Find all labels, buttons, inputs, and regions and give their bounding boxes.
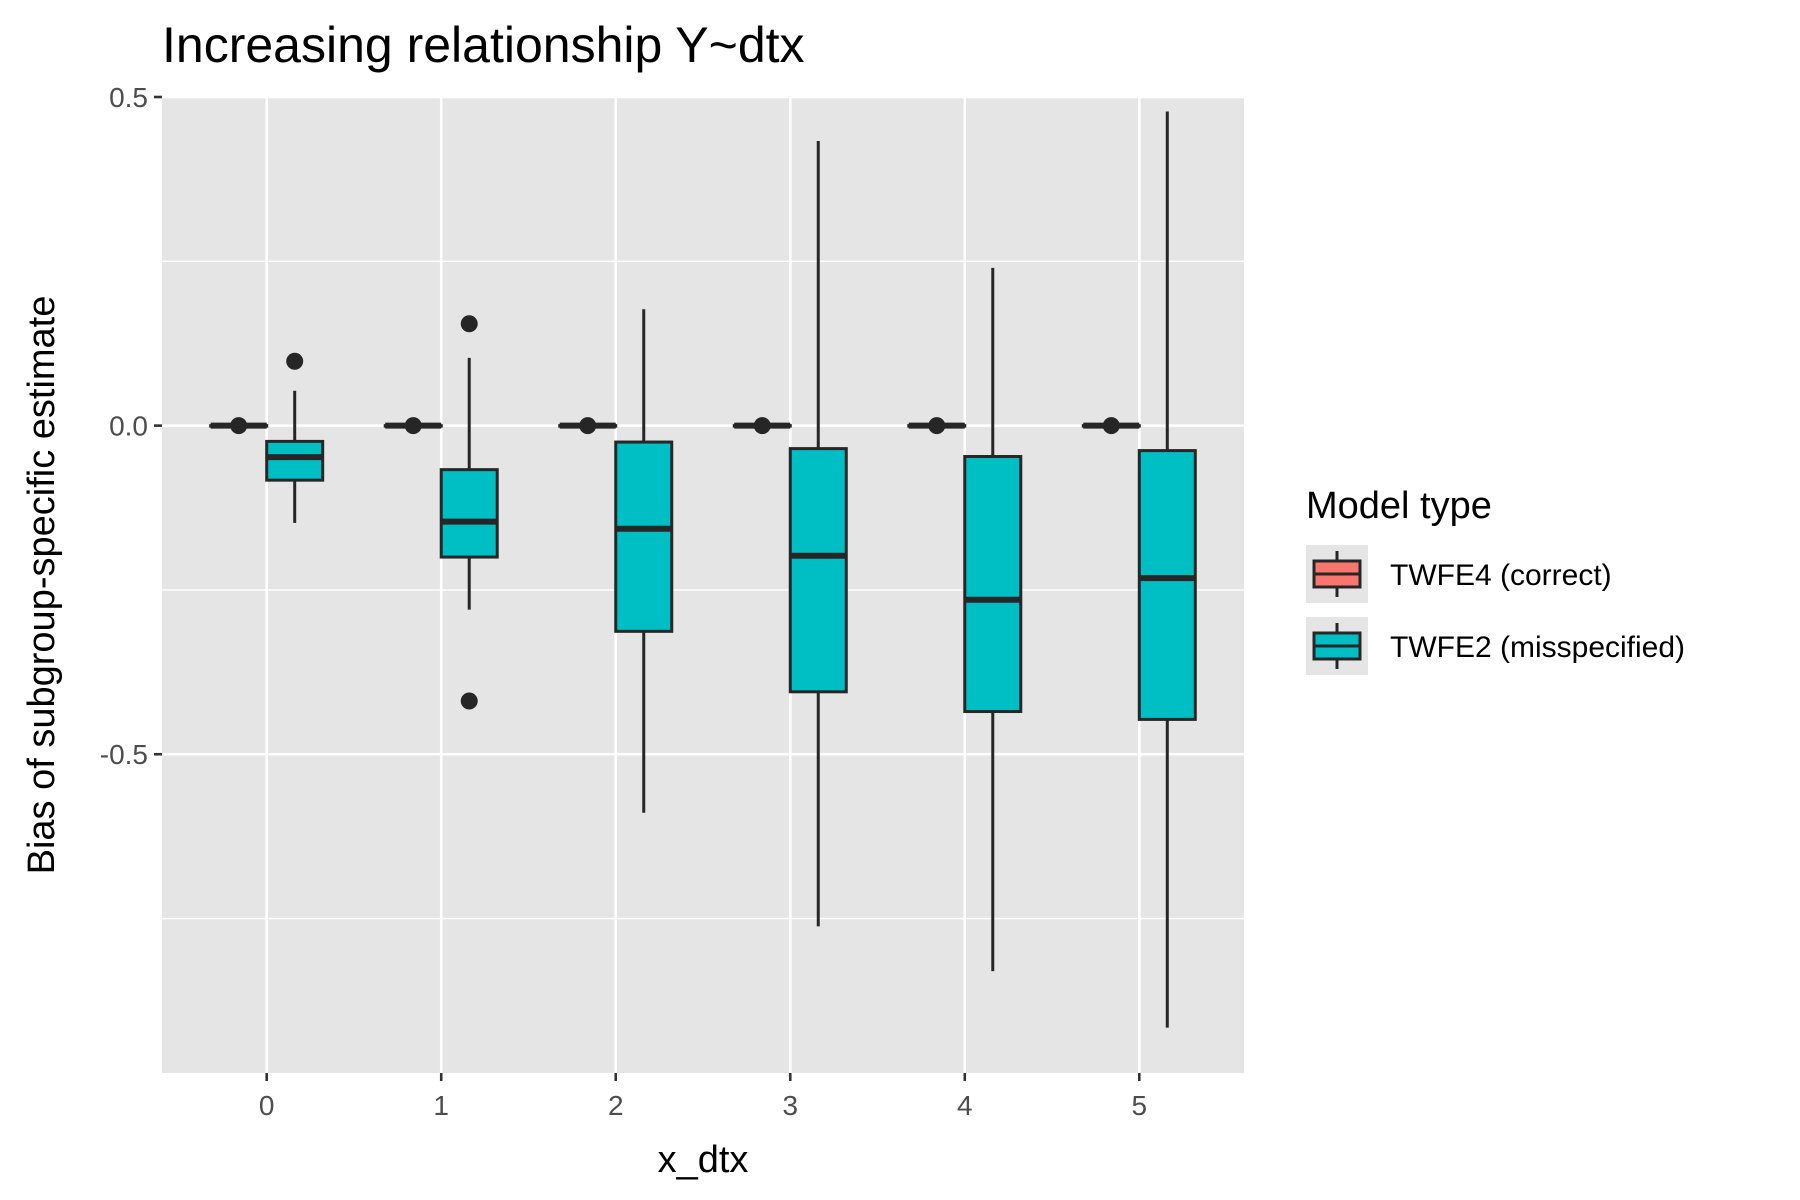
y-tick-label: 0.0 — [109, 411, 148, 442]
box-outlier-point — [753, 417, 771, 435]
box-twfe4-x1 — [383, 417, 443, 435]
box-outlier-point — [404, 417, 422, 435]
box-twfe4-x3 — [732, 417, 792, 435]
box-iqr — [963, 455, 1023, 714]
x-axis-title: x_dtx — [658, 1139, 749, 1181]
box-layer — [209, 111, 1197, 1028]
box-twfe4-x4 — [907, 417, 967, 435]
box-outlier-point — [460, 315, 478, 333]
box-iqr — [265, 439, 325, 482]
box-iqr — [788, 447, 848, 694]
box-iqr — [614, 440, 674, 633]
axis-ticks: 0.5 0.0 -0.5 0 1 2 3 4 5 — [100, 82, 1147, 1121]
y-tick-label: 0.5 — [109, 82, 148, 113]
y-tick-label: -0.5 — [100, 739, 148, 770]
x-tick-label: 0 — [259, 1090, 275, 1121]
box-twfe2-x2 — [614, 309, 674, 813]
box-outlier-point — [1102, 417, 1120, 435]
box-twfe4-x5 — [1081, 417, 1141, 435]
minor-gridlines — [162, 260, 1244, 920]
legend-item-1: TWFE2 (misspecified) — [1306, 617, 1685, 675]
y-axis-title: Bias of subgroup-specific estimate — [21, 296, 63, 875]
box-iqr — [439, 468, 499, 559]
x-tick-label: 3 — [782, 1090, 798, 1121]
box-twfe4-x2 — [558, 417, 618, 435]
box-outlier-point — [286, 352, 304, 370]
x-tick-label: 2 — [608, 1090, 624, 1121]
legend-item-0: TWFE4 (correct) — [1306, 545, 1612, 603]
legend-label: TWFE2 (misspecified) — [1390, 631, 1685, 664]
x-tick-label: 5 — [1132, 1090, 1148, 1121]
legend-label: TWFE4 (correct) — [1390, 559, 1612, 592]
chart-title: Increasing relationship Y~dtx — [162, 17, 805, 73]
box-twfe2-x5 — [1137, 111, 1197, 1028]
box-iqr — [1137, 449, 1197, 721]
box-twfe2-x1 — [439, 315, 499, 710]
x-tick-label: 1 — [433, 1090, 449, 1121]
box-twfe4-x0 — [209, 417, 269, 435]
box-twfe2-x4 — [963, 267, 1023, 972]
legend-title: Model type — [1306, 485, 1492, 527]
box-outlier-point — [460, 692, 478, 710]
box-outlier-point — [579, 417, 597, 435]
box-outlier-point — [230, 417, 248, 435]
x-tick-label: 4 — [957, 1090, 973, 1121]
plot-panel — [162, 97, 1244, 1073]
box-twfe2-x0 — [265, 352, 325, 523]
box-twfe2-x3 — [788, 141, 848, 927]
box-outlier-point — [928, 417, 946, 435]
legend: Model type TWFE4 (correct) TWFE2 (misspec… — [1306, 485, 1685, 675]
